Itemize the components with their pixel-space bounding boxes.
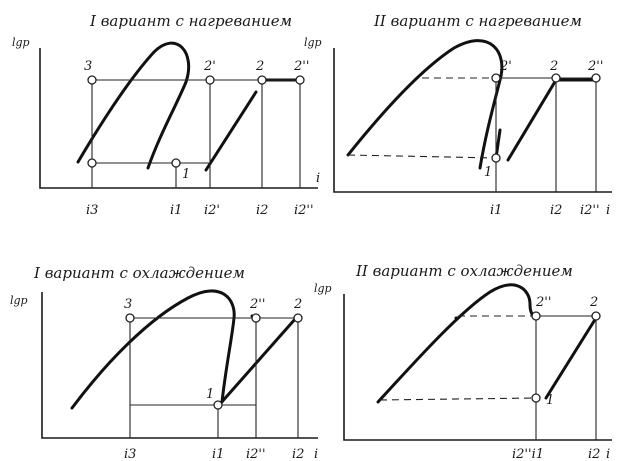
tick-label: i2 <box>292 447 304 461</box>
panel-title: II вариант с охлаждением <box>355 262 573 280</box>
process-line <box>506 78 558 162</box>
state-point-2dprime <box>251 313 261 323</box>
tick-label: i3 <box>86 203 98 218</box>
point-label: 2'' <box>249 297 265 312</box>
x-axis-label: i <box>606 447 610 461</box>
point-label: 2'' <box>587 59 603 74</box>
state-point-2prime <box>491 73 501 83</box>
point-label: 2'' <box>535 295 551 310</box>
y-axis-label: lgp <box>314 282 332 295</box>
state-point-1 <box>531 393 541 403</box>
state-point-2 <box>551 73 561 83</box>
state-point-2dprime <box>295 75 305 85</box>
panel-cooling-variant-1: I вариант с охлаждением lgp i 3 2'' 2 1 … <box>10 264 318 461</box>
x-axis-label: i <box>314 447 318 461</box>
panel-title: I вариант с охлаждением <box>33 264 245 282</box>
state-point-1 <box>171 158 181 168</box>
tick-label: i2''i1 <box>512 447 544 461</box>
tick-label: i2 <box>256 203 268 218</box>
x-axis-label: i <box>606 203 610 218</box>
panel-heating-variant-2: II вариант с нагреванием lgp i 2' 2 2'' … <box>304 12 612 218</box>
state-point-3 <box>87 75 97 85</box>
tick-label: i1 <box>170 203 182 218</box>
axes <box>343 294 612 441</box>
process-line <box>204 90 258 172</box>
axes <box>39 48 318 189</box>
tick-label: i1 <box>212 447 224 461</box>
y-axis-label: lgp <box>10 294 28 307</box>
saturation-dome <box>376 283 536 404</box>
point-label: 2 <box>255 59 264 74</box>
state-point-2dprime <box>531 311 541 321</box>
point-label: 3 <box>124 297 132 312</box>
tick-label: i1 <box>490 203 502 218</box>
axes <box>333 48 612 193</box>
state-point-2 <box>591 311 601 321</box>
state-point-2dprime <box>591 73 601 83</box>
panel-cooling-variant-2: II вариант с охлаждением lgp i 2'' 2 1 i… <box>314 262 612 461</box>
tick-label: i2'' <box>246 447 266 461</box>
state-point-2 <box>257 75 267 85</box>
point-label: 2 <box>589 295 598 310</box>
panel-title: II вариант с нагреванием <box>373 12 582 30</box>
process-line <box>218 316 298 406</box>
y-axis-label: lgp <box>12 36 30 49</box>
point-label: 1 <box>546 393 554 408</box>
tick-label: i3 <box>124 447 136 461</box>
state-point <box>87 158 97 168</box>
state-point-3 <box>125 313 135 323</box>
state-point-1 <box>213 400 223 410</box>
state-point-1 <box>491 153 501 163</box>
tick-label: i2'' <box>294 203 314 218</box>
point-label: 2 <box>549 59 558 74</box>
panel-heating-variant-1: I вариант с нагреванием lgp i 3 2' 2 2''… <box>12 12 320 218</box>
point-label: 2'' <box>293 59 309 74</box>
x-axis-label: i <box>316 171 320 186</box>
process-line <box>494 128 502 160</box>
tick-label: i2' <box>204 203 220 218</box>
panel-title: I вариант с нагреванием <box>89 12 292 30</box>
tick-label: i2'' <box>580 203 600 218</box>
saturation-dome <box>70 289 236 410</box>
point-label: 1 <box>484 165 492 180</box>
point-label: 2 <box>293 297 302 312</box>
point-label: 3 <box>84 59 92 74</box>
process-line <box>544 316 598 400</box>
point-label: 2' <box>499 59 512 74</box>
state-point-2prime <box>205 75 215 85</box>
dashed-low-line <box>347 154 497 159</box>
tick-label: i2 <box>588 447 600 461</box>
axes <box>41 292 318 439</box>
point-label: 2' <box>203 59 216 74</box>
tick-label: i2 <box>550 203 562 218</box>
saturation-dome <box>346 39 504 170</box>
saturation-dome <box>76 41 191 170</box>
point-label: 1 <box>182 167 190 182</box>
dashed-low-line <box>379 397 537 401</box>
y-axis-label: lgp <box>304 36 322 49</box>
point-label: 1 <box>206 387 214 402</box>
state-point-2 <box>293 313 303 323</box>
